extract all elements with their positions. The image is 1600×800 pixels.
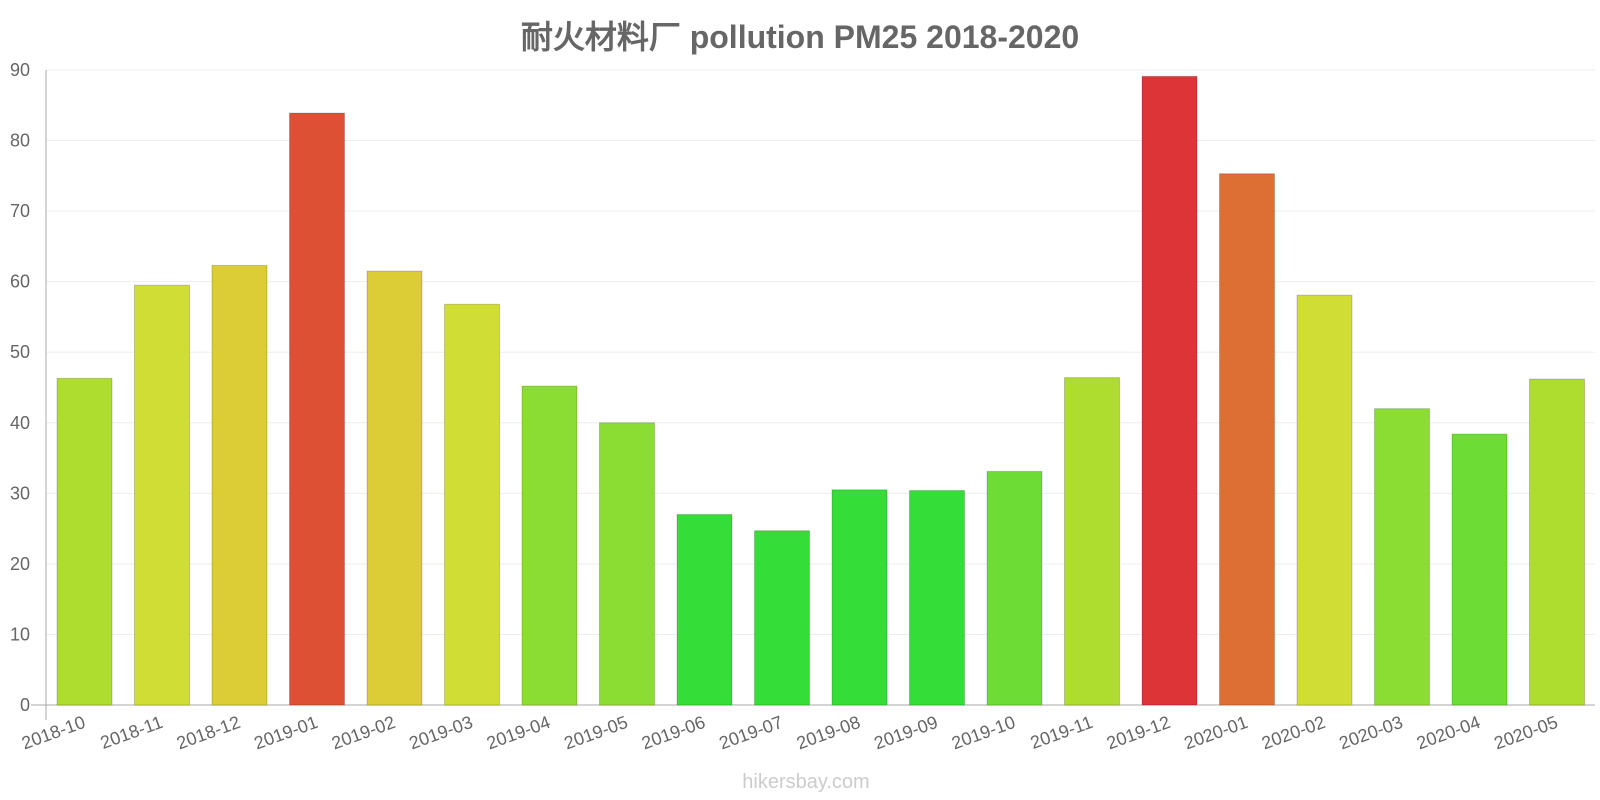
bar-2019-01	[289, 112, 345, 706]
x-tick-labels: 2018-10 2018-11 2018-12 2019-01 2019-02 2019-…	[19, 712, 1560, 753]
bar-2020-05	[1529, 378, 1585, 706]
bar-2019-07	[754, 530, 810, 706]
y-tick-label: 30	[10, 483, 30, 503]
y-tick-labels: 0 10 20 30 40 50 60 70 80 90	[10, 60, 30, 715]
y-tick-label: 40	[10, 413, 30, 433]
y-tick-label: 80	[10, 131, 30, 151]
x-tick-label: 2019-10	[949, 712, 1018, 753]
bar-2019-08	[831, 489, 888, 706]
y-tick-label: 10	[10, 624, 30, 644]
x-tick-label: 2019-06	[639, 712, 708, 753]
x-tick-label: 2019-11	[1028, 712, 1096, 753]
y-tick-label: 50	[10, 342, 30, 362]
bar-2019-10	[986, 470, 1043, 706]
bar-2019-04	[521, 385, 578, 706]
bar-2020-02	[1296, 294, 1353, 706]
x-tick-label: 2019-12	[1104, 712, 1173, 753]
x-tick-label: 2019-09	[871, 712, 940, 753]
x-tick-label: 2018-12	[174, 712, 243, 753]
x-tick-label: 2019-04	[484, 712, 553, 753]
x-tick-label: 2018-10	[19, 712, 88, 753]
bar-2020-01	[1219, 173, 1275, 706]
bar-2019-06	[676, 514, 733, 706]
watermark: hikersbay.com	[742, 771, 869, 793]
bar-2018-11	[134, 284, 190, 706]
chart-title: 耐火材料厂 pollution PM25 2018-2020	[521, 19, 1079, 55]
bar-2019-09	[909, 490, 965, 706]
bar-2020-04	[1451, 433, 1508, 706]
x-tick-label: 2019-07	[716, 712, 785, 753]
y-tick-label: 0	[20, 695, 30, 715]
y-tick-label: 70	[10, 201, 30, 221]
x-tick-label: 2019-02	[329, 712, 398, 753]
bar-2019-02	[366, 270, 423, 706]
bar-2019-03	[444, 303, 500, 706]
bars	[56, 75, 1585, 706]
x-tick-label: 2020-02	[1259, 712, 1328, 753]
x-tick-label: 2020-05	[1491, 712, 1560, 753]
y-tick-label: 60	[10, 272, 30, 292]
x-tick-label: 2020-03	[1336, 712, 1405, 753]
x-tick-label: 2019-03	[406, 712, 475, 753]
x-tick-label: 2020-04	[1414, 712, 1483, 753]
bar-2019-12	[1141, 75, 1198, 706]
x-tick-label: 2019-05	[561, 712, 630, 753]
grid-lines	[46, 69, 1595, 635]
x-tick-label: 2019-08	[794, 712, 863, 753]
y-tick-label: 90	[10, 60, 30, 80]
bar-2020-03	[1374, 408, 1430, 706]
bar-2018-10	[56, 377, 113, 706]
x-tick-label: 2018-11	[98, 712, 166, 753]
bar-2018-12	[211, 264, 268, 706]
y-tick-label: 20	[10, 554, 30, 574]
bar-2019-05	[599, 422, 655, 706]
x-tick-label: 2019-01	[251, 712, 320, 753]
x-tick-label: 2020-01	[1181, 712, 1250, 753]
bar-2019-11	[1064, 377, 1120, 706]
